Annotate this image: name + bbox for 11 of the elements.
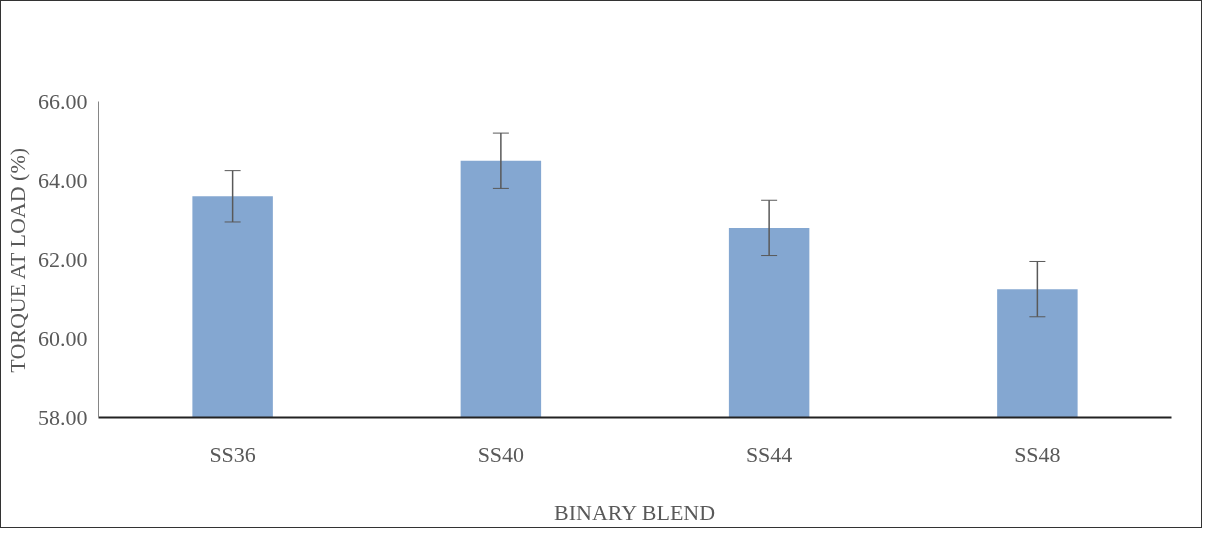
- y-tick-label: 62.00: [38, 246, 88, 272]
- y-tick-label: 66.00: [38, 88, 88, 114]
- y-tick-label: 64.00: [38, 167, 88, 193]
- x-axis-title: BINARY BLEND: [554, 499, 716, 525]
- x-tick-label: SS48: [1014, 441, 1061, 467]
- x-tick-label: SS40: [477, 441, 525, 467]
- y-tick-label: 58.00: [38, 404, 88, 430]
- x-tick-label: SS44: [745, 441, 793, 467]
- y-axis-title: TORQUE AT LOAD (%): [5, 147, 30, 373]
- y-tick-label: 60.00: [38, 325, 88, 351]
- x-tick-label: SS36: [209, 441, 256, 467]
